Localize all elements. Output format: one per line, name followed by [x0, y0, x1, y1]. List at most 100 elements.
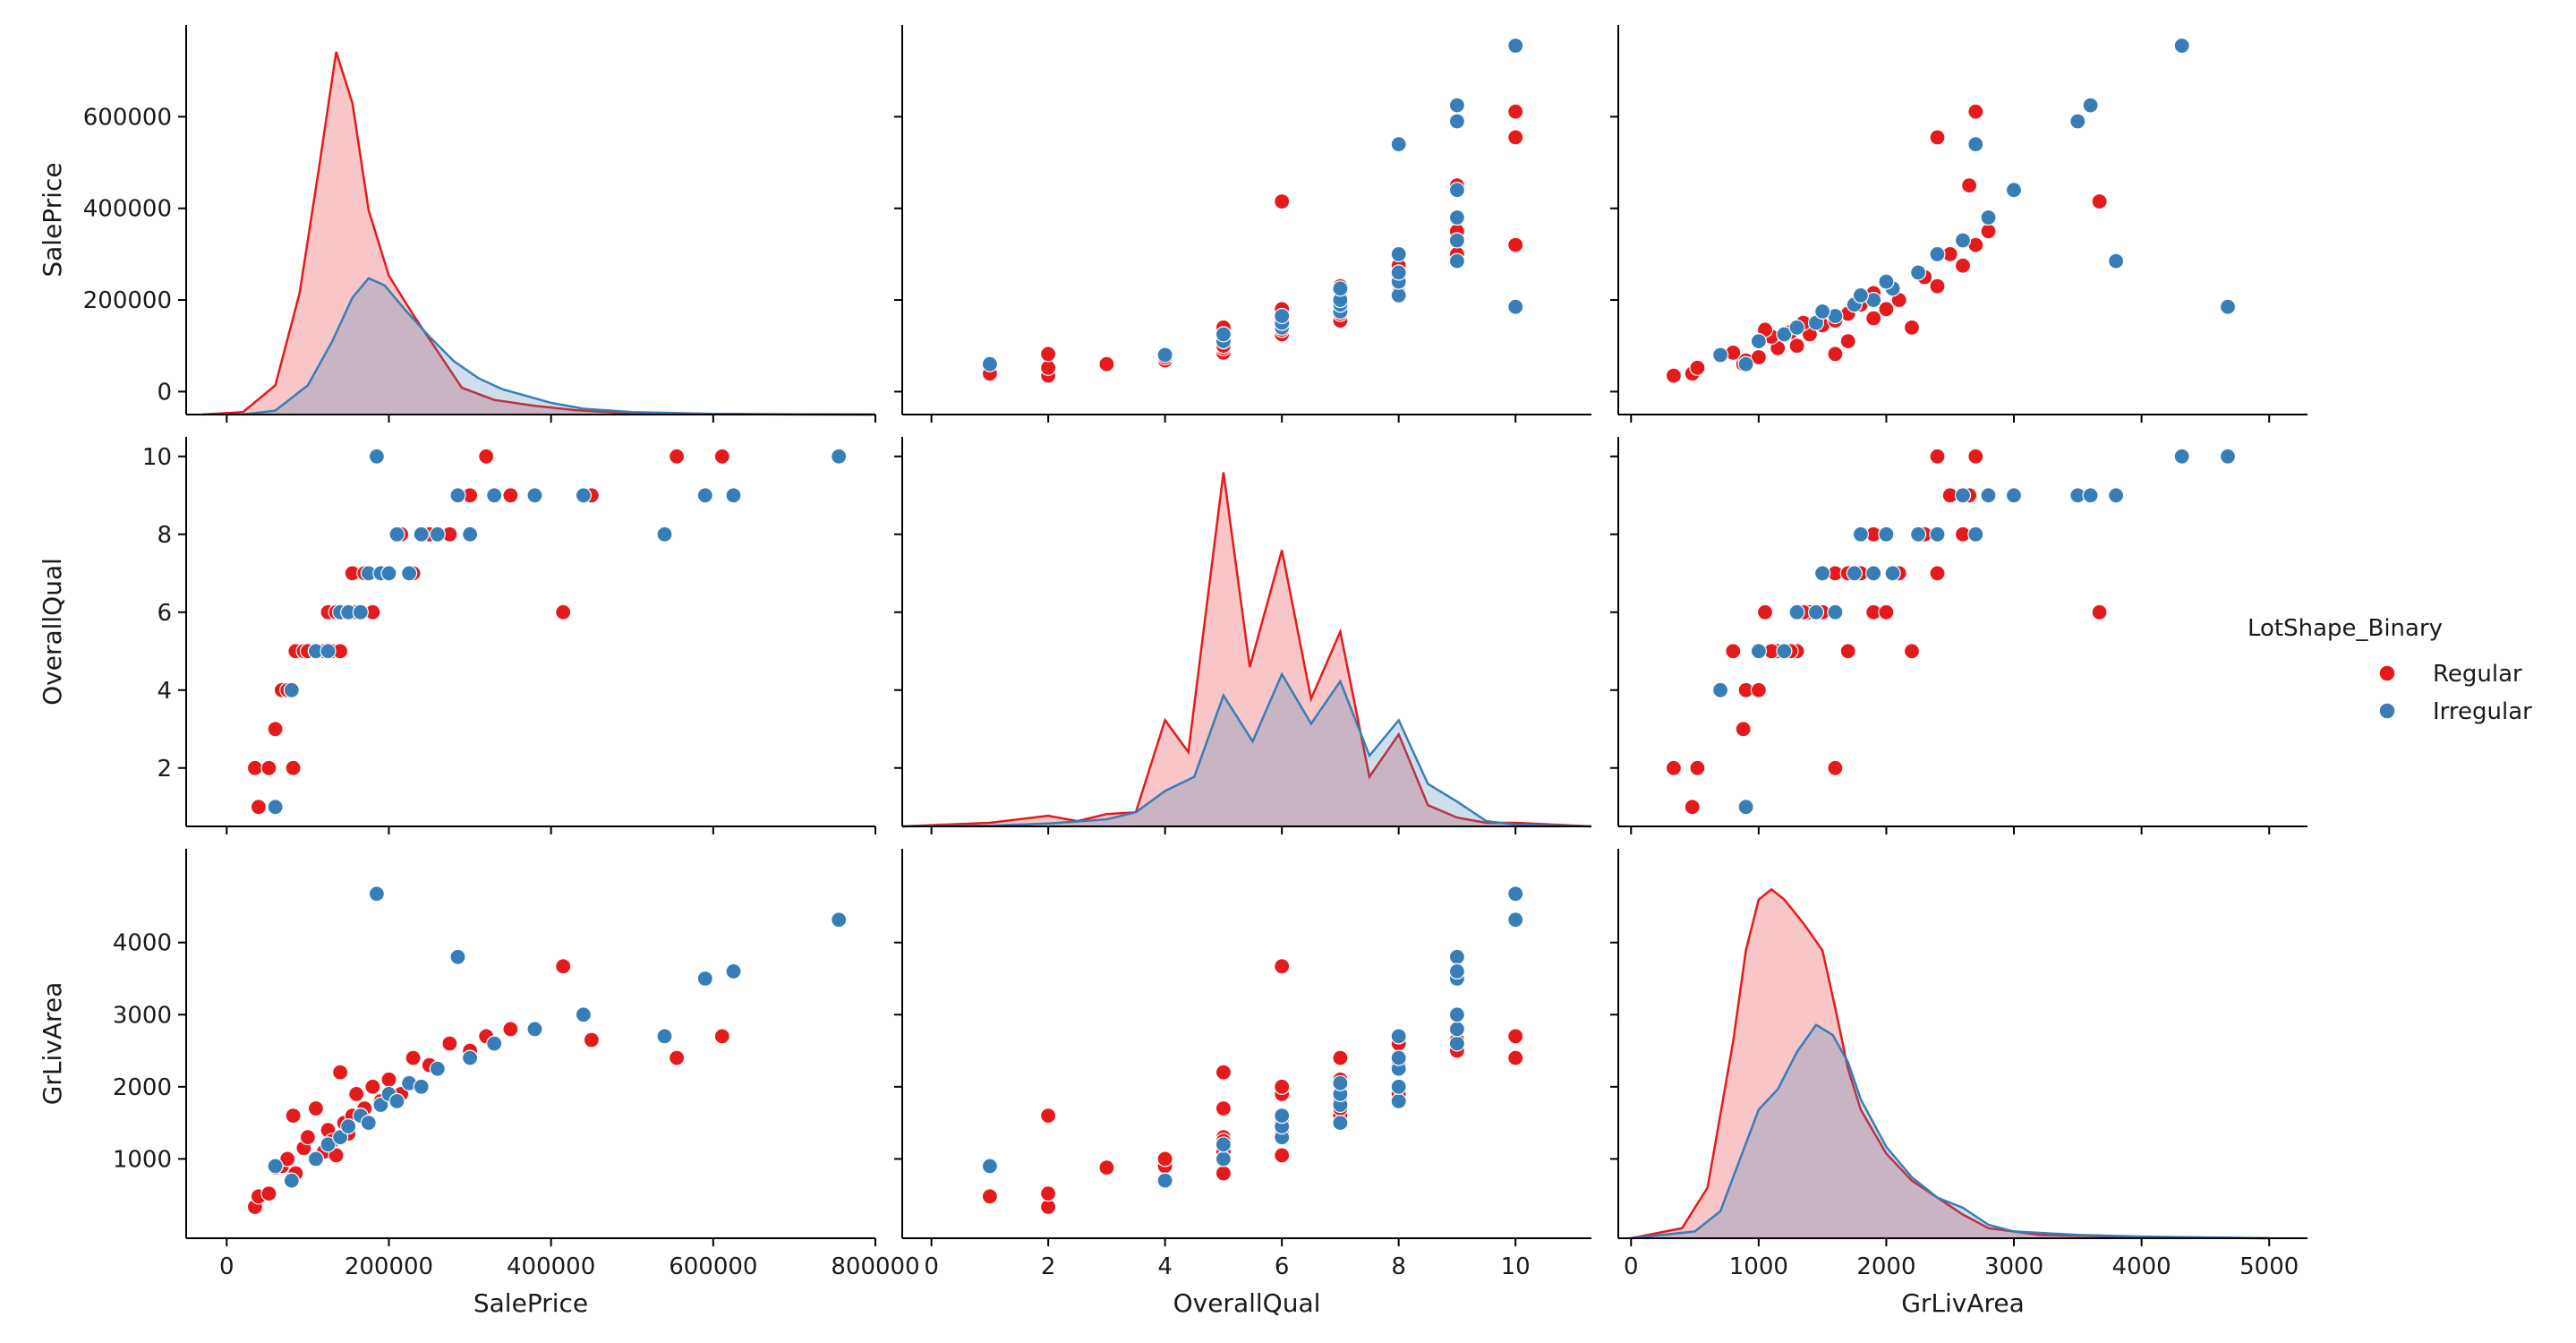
scatter-point-regular [1039, 346, 1057, 363]
scatter-point-regular [1903, 319, 1921, 336]
scatter-point-irregular [831, 911, 848, 928]
scatter-point-irregular [1852, 287, 1869, 304]
scatter-point-irregular [575, 1006, 593, 1023]
scatter-point-irregular [1507, 885, 1524, 902]
scatter-point-regular [285, 1107, 302, 1125]
scatter-point-regular [246, 759, 263, 776]
scatter-point-regular [279, 1151, 296, 1168]
y-axis-label-saleprice: SalePrice [38, 162, 67, 277]
y-tick-label: 3000 [113, 1002, 172, 1029]
scatter-point-regular [1098, 355, 1115, 372]
scatter-point-irregular [332, 1129, 349, 1146]
scatter-point-regular [1725, 643, 1742, 660]
kde-fill-regular [202, 51, 876, 415]
scatter-point-regular [668, 448, 686, 465]
x-tick-label: 2 [1041, 1253, 1056, 1280]
scatter-point-irregular [449, 487, 466, 504]
scatter-point-regular [1274, 958, 1291, 975]
scatter-point-regular [405, 1049, 422, 1066]
scatter-point-irregular [486, 487, 503, 504]
scatter-point-regular [1665, 759, 1683, 776]
scatter-point-irregular [1929, 245, 1946, 262]
scatter-point-regular [1967, 103, 1984, 120]
scatter-point-irregular [1827, 603, 1844, 620]
scatter-point-irregular [2219, 298, 2237, 315]
legend-title: LotShape_Binary [2248, 615, 2443, 642]
scatter-point-irregular [2005, 182, 2023, 199]
scatter-point-irregular [1448, 113, 1466, 130]
x-tick-label: 4000 [2112, 1253, 2171, 1280]
scatter-point-regular [260, 759, 277, 776]
legend: LotShape_Binary Regular Irregular [2248, 615, 2532, 725]
scatter-point-regular [1878, 603, 1895, 620]
scatter-point-irregular [1776, 643, 1793, 660]
x-tick-label: 2000 [1856, 1253, 1915, 1280]
x-tick-label: 0 [1624, 1253, 1639, 1280]
scatter-point-regular [1929, 129, 1946, 146]
scatter-point-regular [668, 1049, 686, 1066]
scatter-point-irregular [352, 603, 369, 620]
y-tick-label: 4000 [113, 930, 172, 957]
scatter-point-regular [260, 1185, 277, 1202]
legend-marker-regular [2378, 664, 2396, 682]
scatter-point-irregular [283, 1172, 300, 1189]
x-tick-label: 10 [1501, 1253, 1531, 1280]
scatter-point-irregular [1884, 565, 1901, 582]
scatter-point-irregular [1967, 136, 1984, 153]
scatter-point-irregular [725, 487, 742, 504]
scatter-point-regular [1684, 799, 1701, 816]
scatter-point-irregular [413, 1078, 430, 1095]
scatter-point-irregular [2219, 448, 2237, 465]
scatter-point-regular [1750, 348, 1768, 366]
scatter-point-irregular [1507, 37, 1524, 55]
scatter-point-irregular [401, 565, 418, 582]
x-tick-label: 4 [1157, 1253, 1173, 1280]
y-tick-label: 2000 [113, 1074, 172, 1101]
scatter-point-irregular [1448, 948, 1466, 965]
scatter-point-irregular [449, 948, 466, 965]
scatter-point-irregular [1711, 681, 1729, 698]
scatter-point-regular [478, 448, 495, 465]
scatter-point-regular [1039, 1107, 1057, 1125]
scatter-point-irregular [486, 1035, 503, 1052]
scatter-point-irregular [725, 962, 742, 980]
y-axis-label-overallqual: OverallQual [38, 558, 67, 706]
scatter-point-irregular [388, 1092, 405, 1110]
scatter-point-irregular [1980, 487, 1997, 504]
panel-OverallQual-vs-OverallQual [894, 437, 1592, 834]
scatter-point-regular [1215, 1099, 1233, 1117]
scatter-point-irregular [1448, 1006, 1466, 1023]
x-tick-label: 400000 [507, 1253, 595, 1280]
scatter-point-irregular [575, 487, 593, 504]
scatter-point-irregular [1448, 1035, 1466, 1052]
scatter-point-irregular [2082, 487, 2099, 504]
scatter-point-irregular [981, 1158, 999, 1175]
scatter-point-irregular [388, 526, 405, 543]
scatter-point-irregular [1711, 346, 1729, 364]
scatter-point-irregular [526, 487, 543, 504]
scatter-point-irregular [1750, 333, 1768, 350]
scatter-point-irregular [283, 681, 300, 698]
scatter-point-irregular [1910, 526, 1927, 543]
legend-marker-irregular [2378, 702, 2396, 720]
scatter-point-irregular [831, 448, 848, 465]
scatter-point-regular [1689, 759, 1706, 776]
scatter-point-regular [1735, 721, 1752, 738]
y-tick-label: 600000 [83, 104, 172, 131]
scatter-point-regular [1961, 177, 1978, 194]
scatter-point-irregular [1390, 1028, 1407, 1045]
scatter-point-irregular [1390, 1049, 1407, 1066]
scatter-point-irregular [461, 526, 479, 543]
y-tick-label: 10 [142, 444, 172, 471]
scatter-point-regular [1967, 448, 1984, 465]
scatter-point-irregular [1846, 565, 1863, 582]
x-tick-label: 5000 [2239, 1253, 2299, 1280]
scatter-point-regular [502, 1021, 519, 1038]
panel-SalePrice-vs-OverallQual [894, 25, 1591, 423]
kde-fill-irregular [243, 278, 875, 415]
scatter-point-irregular [1788, 319, 1805, 336]
kde-line-regular [202, 51, 876, 416]
scatter-point-irregular [1448, 962, 1466, 980]
panel-GrLivArea-vs-GrLivArea: 0 1000 2000 3000 4000 5000 [1610, 849, 2307, 1280]
